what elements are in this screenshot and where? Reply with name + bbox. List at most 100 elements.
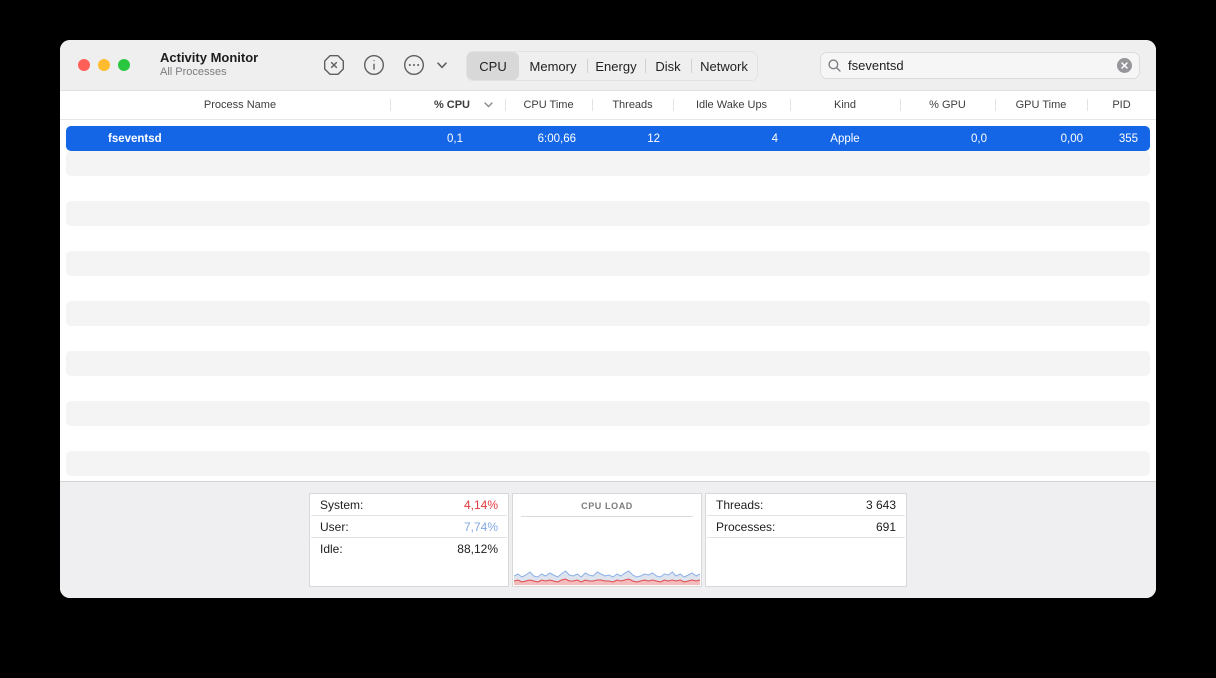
- cpu-load-chart: [514, 570, 700, 585]
- cell-cpu-percent: 0,1: [447, 132, 463, 145]
- table-row-empty: [66, 151, 1150, 176]
- tab-cpu-label: CPU: [479, 58, 507, 74]
- cell-threads: 12: [647, 132, 660, 145]
- more-options-button[interactable]: [403, 54, 425, 76]
- zoom-button[interactable]: [118, 59, 130, 71]
- threads-label: Threads:: [716, 497, 764, 512]
- threads-processes-box: Threads: 3 643 Processes: 691: [705, 493, 907, 587]
- app-title: Activity Monitor: [160, 50, 259, 66]
- cell-cpu-time: 6:00,66: [537, 132, 576, 145]
- idle-value: 88,12%: [457, 541, 498, 556]
- ellipsis-icon: [403, 54, 425, 76]
- table-row-empty: [66, 451, 1150, 476]
- activity-monitor-window: Activity Monitor All Processes: [60, 40, 1156, 598]
- table-row-empty: [66, 301, 1150, 326]
- header-process-name-label: Process Name: [203, 99, 277, 111]
- search-icon: [828, 59, 841, 72]
- table-header: Process Name % CPU CPU Time Threads Idle…: [60, 90, 1156, 120]
- header-cpu-time-label: CPU Time: [523, 99, 574, 111]
- tab-energy[interactable]: Energy: [587, 52, 645, 80]
- table-row-empty: [66, 326, 1150, 351]
- header-idle-wake-ups-label: Idle Wake Ups: [695, 99, 768, 111]
- header-gpu-percent[interactable]: % GPU: [900, 91, 995, 119]
- table-row-empty: [66, 376, 1150, 401]
- tab-energy-label: Energy: [595, 58, 637, 74]
- inspect-button[interactable]: [363, 54, 385, 76]
- tab-memory[interactable]: Memory: [519, 52, 587, 80]
- cell-process-name: fseventsd: [108, 132, 162, 145]
- footer: System: 4,14% User: 7,74% Idle: 88,12% C…: [60, 481, 1156, 598]
- table-row-empty: [66, 351, 1150, 376]
- table-row-empty: [66, 176, 1150, 201]
- header-idle-wake-ups[interactable]: Idle Wake Ups: [673, 91, 790, 119]
- view-tabs: CPU Memory Energy Disk Network: [466, 51, 758, 81]
- table-body: fseventsd 0,1 6:00,66 12 4 Apple 0,0 0,0…: [60, 120, 1156, 481]
- header-gpu-percent-label: % GPU: [929, 99, 966, 111]
- title-block: Activity Monitor All Processes: [160, 50, 259, 79]
- stat-row-processes: Processes: 691: [707, 516, 905, 538]
- cpu-load-separator: [521, 516, 693, 517]
- stat-row-idle: Idle: 88,12%: [311, 538, 507, 559]
- header-cpu-percent[interactable]: % CPU: [390, 91, 505, 119]
- header-pid-label: PID: [1112, 99, 1131, 111]
- header-gpu-time[interactable]: GPU Time: [995, 91, 1087, 119]
- stat-row-user: User: 7,74%: [311, 516, 507, 538]
- cell-kind: Apple: [830, 132, 860, 145]
- chevron-down-icon: [437, 61, 447, 69]
- user-value: 7,74%: [463, 519, 498, 534]
- processes-label: Processes:: [716, 519, 776, 534]
- table-row-empty: [66, 201, 1150, 226]
- more-options-chevron[interactable]: [437, 59, 449, 71]
- app-subtitle: All Processes: [160, 66, 227, 79]
- table-row-empty: [66, 426, 1150, 451]
- header-process-name[interactable]: Process Name: [60, 91, 390, 119]
- stat-row-threads: Threads: 3 643: [707, 494, 905, 516]
- info-icon: [363, 54, 385, 76]
- titlebar: Activity Monitor All Processes: [60, 40, 1156, 90]
- tab-network[interactable]: Network: [691, 52, 757, 80]
- system-label: System:: [320, 497, 364, 512]
- processes-value: 691: [875, 519, 896, 534]
- tab-network-label: Network: [700, 58, 748, 74]
- stat-row-system: System: 4,14%: [311, 494, 507, 516]
- close-button[interactable]: [78, 59, 90, 71]
- idle-label: Idle:: [320, 541, 343, 556]
- clear-search-button[interactable]: [1117, 58, 1132, 73]
- header-pid[interactable]: PID: [1087, 91, 1156, 119]
- system-value: 4,14%: [463, 497, 498, 512]
- cell-gpu-percent: 0,0: [971, 132, 987, 145]
- header-threads-label: Threads: [612, 99, 653, 111]
- traffic-lights: [78, 59, 130, 71]
- header-cpu-time[interactable]: CPU Time: [505, 91, 592, 119]
- search-field[interactable]: [820, 52, 1140, 79]
- tab-memory-label: Memory: [529, 58, 577, 74]
- clear-icon: [1121, 62, 1128, 69]
- table-row-empty: [66, 401, 1150, 426]
- cell-pid: 355: [1118, 132, 1138, 145]
- header-threads[interactable]: Threads: [592, 91, 673, 119]
- toolbar-buttons: [323, 40, 449, 90]
- table-row-empty: [66, 276, 1150, 301]
- quit-process-button[interactable]: [323, 54, 345, 76]
- tab-cpu[interactable]: CPU: [467, 52, 519, 80]
- header-gpu-time-label: GPU Time: [1015, 99, 1067, 111]
- table-row-empty: [66, 226, 1150, 251]
- header-cpu-percent-label: % CPU: [433, 99, 470, 111]
- header-kind[interactable]: Kind: [790, 91, 900, 119]
- cpu-load-title: CPU LOAD: [581, 501, 633, 511]
- cell-gpu-time: 0,00: [1060, 132, 1083, 145]
- sort-indicator-icon: [484, 102, 493, 108]
- cell-idle-wake-ups: 4: [771, 132, 778, 145]
- tab-disk[interactable]: Disk: [645, 52, 691, 80]
- cpu-load-box: CPU LOAD: [512, 493, 702, 587]
- search-input[interactable]: [846, 57, 1117, 74]
- header-kind-label: Kind: [833, 99, 857, 111]
- user-label: User:: [320, 519, 349, 534]
- selected-process-row[interactable]: fseventsd 0,1 6:00,66 12 4 Apple 0,0 0,0…: [66, 126, 1150, 151]
- stop-x-icon: [324, 55, 344, 75]
- cpu-usage-box: System: 4,14% User: 7,74% Idle: 88,12%: [309, 493, 509, 587]
- tab-disk-label: Disk: [655, 58, 681, 74]
- table-row-empty: [66, 251, 1150, 276]
- threads-value: 3 643: [865, 497, 896, 512]
- minimize-button[interactable]: [98, 59, 110, 71]
